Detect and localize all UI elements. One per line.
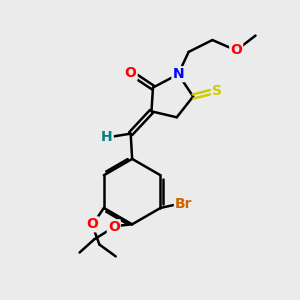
Text: H: H [101,130,113,144]
Text: S: S [212,84,222,98]
Text: O: O [125,66,136,80]
Text: O: O [230,44,242,57]
Text: N: N [172,67,184,81]
Text: O: O [108,220,120,234]
Text: Br: Br [175,196,192,211]
Text: O: O [86,217,98,231]
